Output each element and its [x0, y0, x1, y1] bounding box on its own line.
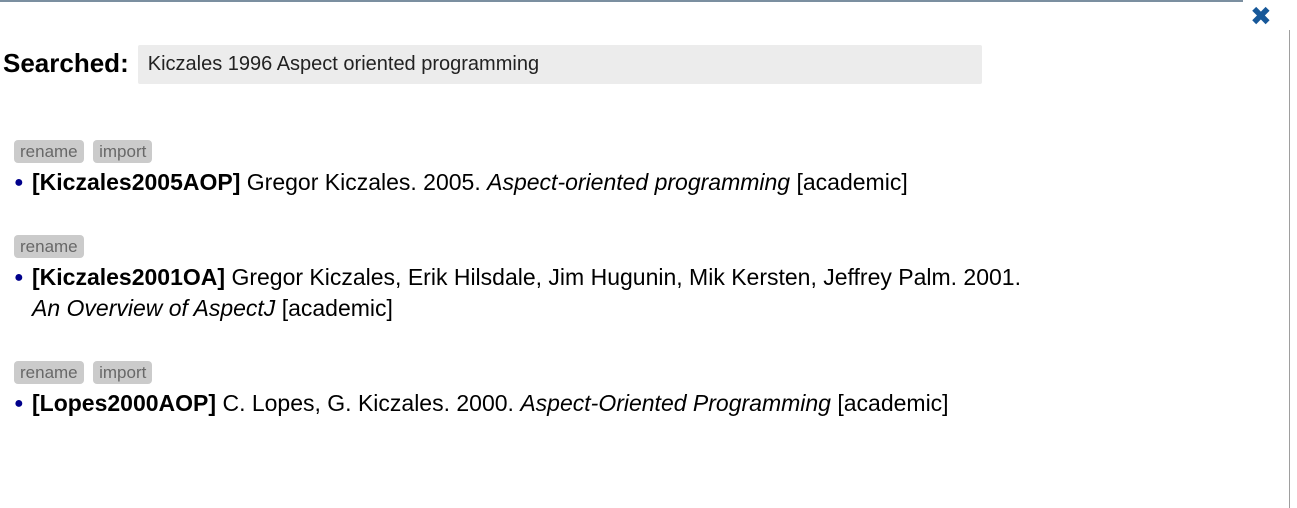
- citation-tag: [academic]: [796, 169, 908, 195]
- citation-key: [Lopes2000AOP]: [32, 390, 217, 416]
- citation-title: Aspect-oriented programming: [487, 169, 791, 195]
- result-item: rename import ● [Kiczales2005AOP] Gregor…: [14, 140, 1283, 198]
- action-row: rename: [14, 235, 1283, 258]
- searched-label: Searched:: [3, 48, 129, 78]
- bullet-icon: ●: [14, 174, 24, 191]
- citation-title: An Overview of AspectJ: [32, 295, 276, 321]
- panel-content: Searched: rename import ● [Kiczales2005A…: [3, 43, 1283, 456]
- rename-button[interactable]: rename: [14, 361, 84, 384]
- citation: ● [Kiczales2005AOP] Gregor Kiczales. 200…: [14, 167, 1034, 198]
- citation-tag: [academic]: [281, 295, 393, 321]
- bullet-icon: ●: [14, 269, 24, 286]
- citation-authors-year: Gregor Kiczales, Erik Hilsdale, Jim Hugu…: [231, 264, 1021, 290]
- results-list: rename import ● [Kiczales2005AOP] Gregor…: [3, 140, 1283, 419]
- citation-authors-year: C. Lopes, G. Kiczales. 2000.: [222, 390, 514, 416]
- rename-button[interactable]: rename: [14, 235, 84, 258]
- rename-button[interactable]: rename: [14, 140, 84, 163]
- bullet-icon: ●: [14, 395, 24, 412]
- search-input[interactable]: [137, 45, 982, 84]
- citation-title: Aspect-Oriented Programming: [520, 390, 831, 416]
- close-icon[interactable]: ✖: [1250, 2, 1272, 32]
- citation: ● [Lopes2000AOP] C. Lopes, G. Kiczales. …: [14, 388, 1034, 419]
- result-item: rename import ● [Lopes2000AOP] C. Lopes,…: [14, 361, 1283, 419]
- action-row: rename import: [14, 361, 1283, 384]
- action-row: rename import: [14, 140, 1283, 163]
- citation-key: [Kiczales2001OA]: [32, 264, 226, 290]
- citation: ● [Kiczales2001OA] Gregor Kiczales, Erik…: [14, 262, 1034, 324]
- citation-authors-year: Gregor Kiczales. 2005.: [246, 169, 481, 195]
- panel-right-border: [1289, 30, 1290, 508]
- search-row: Searched:: [3, 43, 1283, 84]
- import-button[interactable]: import: [93, 361, 153, 384]
- import-button[interactable]: import: [93, 140, 153, 163]
- citation-tag: [academic]: [837, 390, 949, 416]
- result-item: rename ● [Kiczales2001OA] Gregor Kiczale…: [14, 235, 1283, 324]
- citation-key: [Kiczales2005AOP]: [32, 169, 241, 195]
- panel-top-border: [0, 0, 1243, 2]
